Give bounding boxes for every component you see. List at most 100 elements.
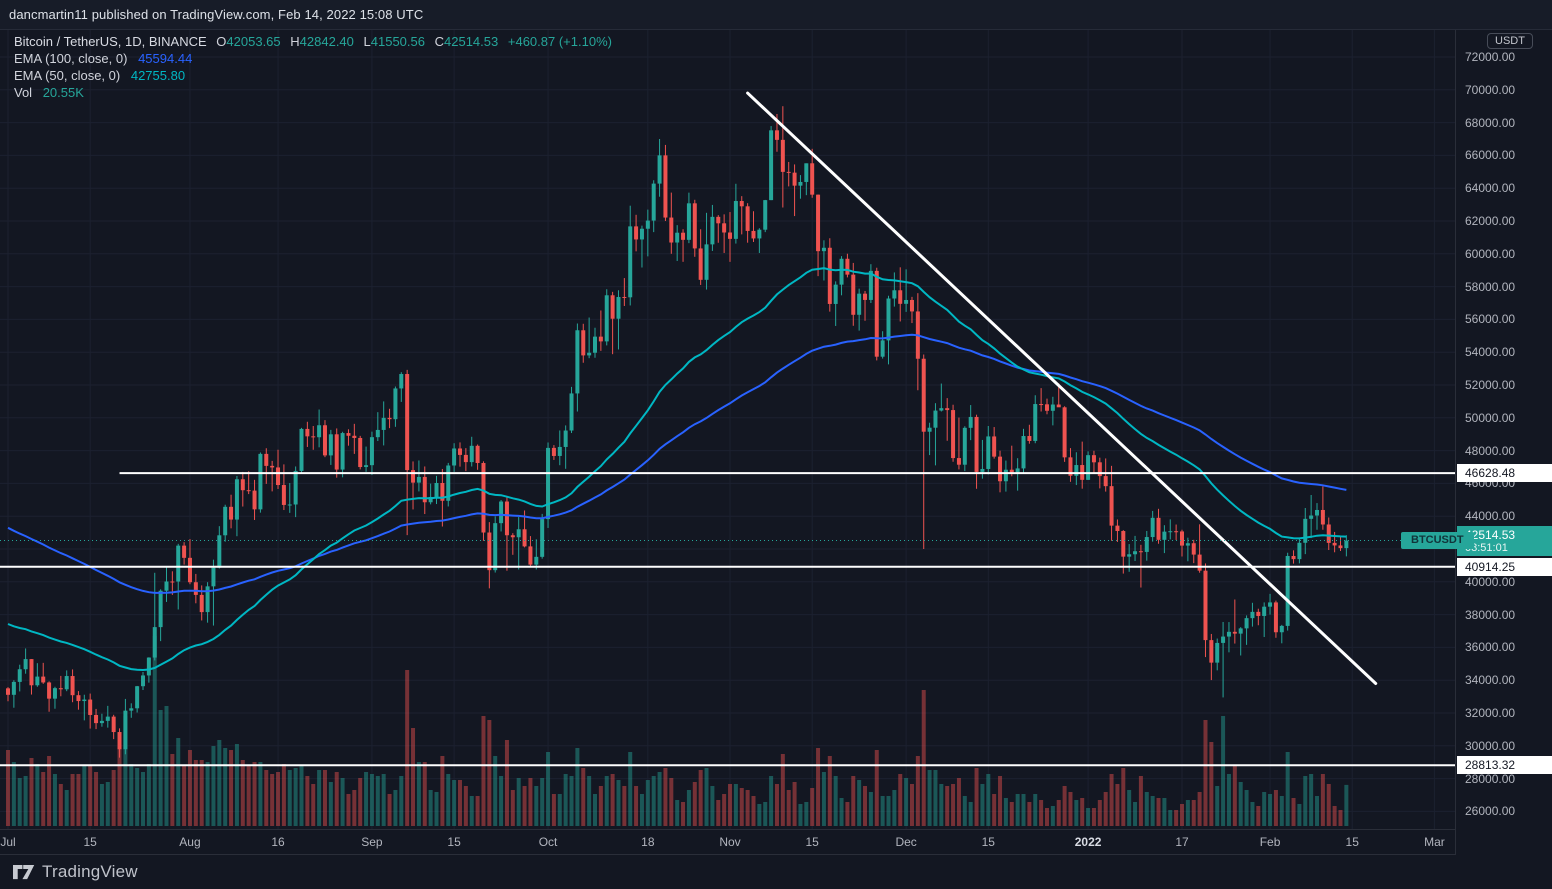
- volume-bar: [487, 720, 492, 826]
- candle-body: [135, 686, 140, 709]
- candle-body: [1150, 517, 1155, 538]
- time-tick-label: 16: [271, 835, 285, 849]
- price-tick-label: 50000.00: [1465, 410, 1516, 425]
- volume-bar: [810, 788, 815, 826]
- candle-body: [1262, 606, 1267, 616]
- candle-body: [493, 523, 498, 571]
- time-axis[interactable]: Jul 15 Aug 16 Sep 15 Oct 18 Nov 15 Dec 15 2022 17 Feb 1…: [0, 829, 1552, 855]
- volume-bar: [76, 774, 81, 826]
- candle-body: [499, 501, 504, 524]
- volume-value: 20.55K: [42, 85, 84, 100]
- volume-bar: [1191, 800, 1196, 826]
- volume-bar: [1115, 784, 1120, 826]
- candle-body: [387, 417, 392, 420]
- candle-body: [692, 203, 697, 249]
- price-axis[interactable]: USDT 42514.53 08:51:01 72000.00 70000.00 6…: [1455, 30, 1552, 855]
- volume-bar: [1009, 802, 1014, 826]
- candle-body: [211, 567, 216, 587]
- symbol-title: Bitcoin / TetherUS, 1D, BINANCE: [14, 34, 207, 49]
- tradingview-logo-icon[interactable]: [13, 864, 35, 880]
- volume-bar: [1221, 716, 1226, 826]
- candle-body: [986, 436, 991, 469]
- volume-bar: [457, 780, 462, 826]
- candle-body: [481, 463, 486, 533]
- candle-body: [52, 688, 57, 699]
- volume-bar: [1015, 794, 1020, 826]
- candle-body: [405, 374, 410, 471]
- volume-bar: [604, 776, 609, 826]
- candle-body: [728, 232, 733, 239]
- volume-bar: [769, 776, 774, 826]
- volume-bar: [833, 776, 838, 826]
- candle-body: [774, 130, 779, 140]
- candle-body: [528, 546, 533, 565]
- volume-bar: [176, 738, 181, 826]
- candle-body: [927, 427, 932, 432]
- candle-body: [1133, 551, 1138, 555]
- candle-body: [1338, 545, 1343, 549]
- volume-bar: [293, 768, 298, 826]
- volume-bar: [739, 788, 744, 826]
- volume-bar: [1309, 774, 1314, 826]
- volume-bar: [211, 746, 216, 826]
- volume-bar: [1185, 800, 1190, 826]
- volume-bar: [628, 752, 633, 826]
- volume-bar: [52, 774, 57, 826]
- volume-bar: [933, 770, 938, 826]
- level-price-flag: 46628.48: [1457, 464, 1552, 483]
- volume-bar: [904, 778, 909, 826]
- volume-bar: [1144, 792, 1149, 826]
- legend-symbol-row[interactable]: Bitcoin / TetherUS, 1D, BINANCE O42053.6…: [14, 33, 612, 50]
- volume-bar: [593, 794, 597, 826]
- chart-canvas[interactable]: [0, 30, 1455, 829]
- candle-body: [816, 194, 821, 252]
- candle-body: [1256, 611, 1261, 616]
- volume-bar: [234, 744, 239, 826]
- candle-body: [921, 358, 926, 432]
- candle-body: [364, 465, 369, 468]
- volume-bar: [1062, 786, 1067, 826]
- candle-body: [739, 201, 744, 207]
- volume-bar: [1250, 802, 1255, 826]
- volume-bar: [229, 750, 234, 826]
- candle-body: [698, 248, 703, 280]
- candle-body: [1009, 469, 1014, 473]
- price-tick-label: 32000.00: [1465, 706, 1516, 720]
- volume-bar: [610, 774, 615, 826]
- candle-body: [1127, 554, 1132, 557]
- volume-bar: [657, 772, 662, 826]
- volume-bar: [1003, 798, 1008, 826]
- candle-body: [909, 299, 914, 312]
- candle-body: [945, 408, 950, 411]
- candle-body: [193, 582, 198, 595]
- price-tick-label: 34000.00: [1465, 673, 1516, 688]
- candle-body: [551, 447, 556, 456]
- volume-bar: [346, 794, 351, 826]
- volume-bar: [305, 776, 310, 826]
- candle-body: [70, 676, 75, 696]
- volume-bar: [692, 782, 697, 826]
- legend-volume-row[interactable]: Vol 20.55K: [14, 84, 612, 101]
- candle-body: [416, 476, 421, 483]
- tradingview-logo-text[interactable]: TradingView: [42, 862, 138, 881]
- candle-body: [1015, 468, 1020, 473]
- trendline[interactable]: [746, 91, 1378, 685]
- candle-body: [1332, 542, 1337, 546]
- legend-ema100-row[interactable]: EMA (100, close, 0) 45594.44: [14, 50, 612, 67]
- volume-bar: [117, 746, 122, 826]
- candle-body: [534, 556, 539, 565]
- candle-body: [616, 296, 621, 319]
- volume-bar: [217, 740, 222, 826]
- volume-bar: [1262, 792, 1267, 826]
- candle-body: [129, 708, 134, 711]
- candle-body: [23, 659, 28, 670]
- candle-body: [880, 340, 885, 357]
- price-tick-label: 64000.00: [1465, 181, 1516, 196]
- candle-body: [540, 519, 545, 557]
- legend-ema50-row[interactable]: EMA (50, close, 0) 42755.80: [14, 67, 612, 84]
- candle-body: [287, 504, 292, 506]
- volume-bar: [1121, 768, 1126, 826]
- ema100-value: 45594.44: [138, 51, 193, 66]
- volume-bar: [70, 774, 75, 826]
- price-tick-label: 66000.00: [1465, 148, 1516, 163]
